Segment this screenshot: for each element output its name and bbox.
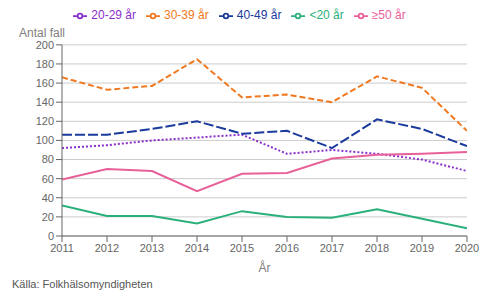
svg-text:2015: 2015 [230, 242, 254, 254]
svg-text:20: 20 [42, 211, 54, 223]
svg-text:2017: 2017 [320, 242, 344, 254]
svg-text:2014: 2014 [185, 242, 209, 254]
svg-text:60: 60 [42, 173, 54, 185]
svg-text:180: 180 [36, 58, 54, 70]
html-text:Källa: Folkhälsomyndigheten: Källa: Folkhälsomyndigheten [12, 278, 153, 290]
svg-text:120: 120 [36, 115, 54, 127]
svg-text:2012: 2012 [95, 242, 119, 254]
svg-text:0: 0 [48, 230, 54, 242]
svg-text:80: 80 [42, 153, 54, 165]
svg-text:200: 200 [36, 39, 54, 51]
svg-text:2019: 2019 [410, 242, 434, 254]
html-text:≥50 år: ≥50 år [371, 8, 406, 22]
svg-text:2011: 2011 [50, 242, 74, 254]
html-text:40-49 år: 40-49 år [236, 8, 282, 22]
svg-text:100: 100 [36, 134, 54, 146]
svg-text:År: År [259, 260, 271, 275]
html-text:<20 år: <20 år [309, 8, 344, 22]
svg-text:2013: 2013 [140, 242, 164, 254]
svg-text:Antal fall: Antal fall [19, 26, 65, 40]
svg-text:2016: 2016 [275, 242, 299, 254]
svg-text:40: 40 [42, 192, 54, 204]
html-text:30-39 år: 30-39 år [164, 8, 209, 22]
svg-text:160: 160 [36, 77, 54, 89]
svg-text:2020: 2020 [455, 242, 479, 254]
svg-text:140: 140 [36, 96, 54, 108]
svg-text:2018: 2018 [365, 242, 389, 254]
html-text:20-29 år: 20-29 år [91, 8, 136, 22]
